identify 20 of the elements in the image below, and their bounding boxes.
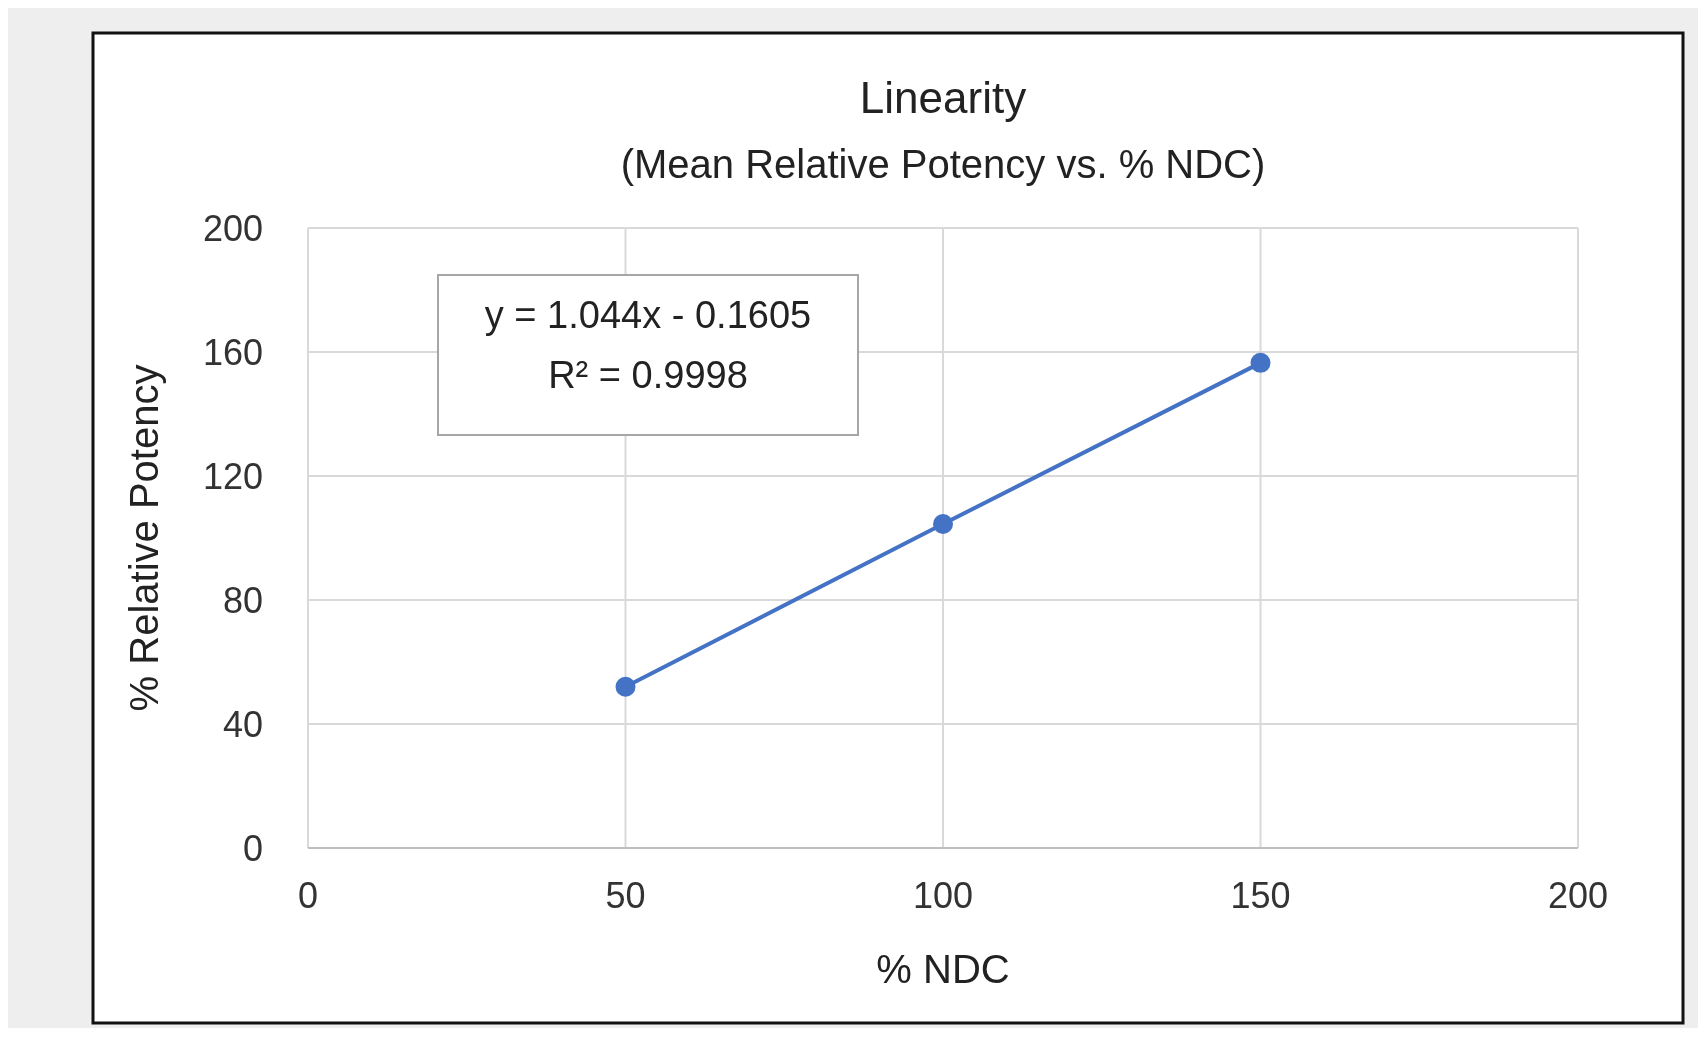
- point: [615, 676, 636, 697]
- x-tick-label: 50: [605, 875, 646, 916]
- y-tick-label: 80: [222, 579, 263, 621]
- x-tick-label: 100: [912, 875, 974, 916]
- y-tick-label: 40: [222, 703, 263, 745]
- annotation: R² = 0.9998: [548, 354, 748, 396]
- x-tick-label: 150: [1230, 875, 1291, 916]
- y-tick-label: 120: [202, 455, 263, 497]
- chart-subtitle: (Mean Relative Potency vs. % NDC): [620, 142, 1266, 186]
- y-tick-label: 160: [202, 331, 263, 373]
- y-tick-label: 200: [202, 207, 263, 249]
- y-axis-title: % Relative Potency: [122, 364, 166, 712]
- x-axis-title: % NDC: [876, 947, 1010, 991]
- chart-title: Linearity: [859, 73, 1027, 122]
- x-tick-label: 0: [297, 875, 319, 916]
- annotation: y = 1.044x - 0.1605: [484, 294, 812, 336]
- point: [1250, 352, 1271, 373]
- x-tick-label: 200: [1547, 875, 1609, 916]
- point: [933, 514, 953, 535]
- y-tick-label: 0: [242, 827, 263, 869]
